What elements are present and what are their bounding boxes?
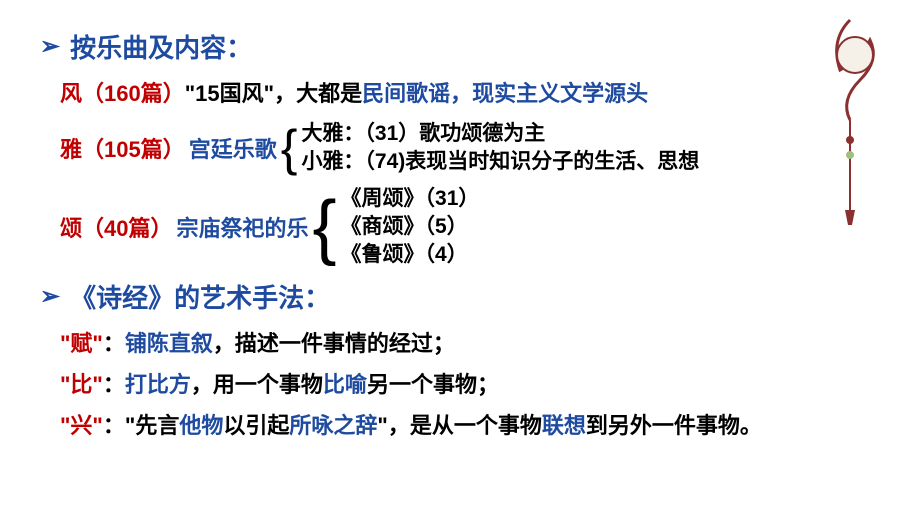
xing-mid1: 以引起	[223, 413, 289, 438]
feng-highlight: 民间歌谣，现实主义文学源头	[362, 77, 648, 110]
xing-mid3: 到另外一件事物。	[586, 413, 762, 438]
fu-colon: ：	[103, 331, 125, 356]
xing-mid2: ，是从一个事物	[388, 413, 542, 438]
song-label: 颂（40篇）	[60, 211, 172, 243]
xing-line: "兴"："先言他物以引起所咏之辞"，是从一个事物联想到另外一件事物。	[60, 409, 880, 442]
song-item-1: 《商颂》（5）	[341, 213, 480, 241]
bi-mid2: 另一个事物；	[367, 372, 499, 397]
feng-quote: "15国风"	[185, 77, 274, 110]
section2-title: 《诗经》的艺术手法：	[70, 278, 330, 315]
xing-name: "兴"	[60, 413, 103, 438]
song-desc: 宗庙祭祀的乐	[176, 211, 308, 243]
xing-q2: "	[377, 413, 387, 438]
ya-group: 雅（105篇） 宫廷乐歌 { 大雅：（31）歌功颂德为主 小雅：（74)表现当时…	[60, 120, 880, 177]
feng-line: 风（160篇） "15国风" ，大都是 民间歌谣，现实主义文学源头	[60, 77, 880, 110]
decorative-ornament	[800, 10, 900, 230]
xing-q1: "先言	[125, 413, 179, 438]
bi-colon: ：	[103, 372, 125, 397]
fu-name: "赋"	[60, 331, 103, 356]
ya-desc: 宫廷乐歌	[189, 132, 277, 164]
bi-line: "比"：打比方，用一个事物比喻另一个事物；	[60, 368, 880, 401]
xing-hl1: 他物	[179, 413, 223, 438]
bi-mid1: ，用一个事物	[191, 372, 323, 397]
bi-key: 打比方	[125, 372, 191, 397]
song-item-0: 《周颂》（31）	[341, 185, 480, 213]
ya-item-1: 小雅：（74)表现当时知识分子的生活、思想	[301, 148, 699, 176]
song-item-2: 《鲁颂》（4）	[341, 241, 480, 269]
song-group: 颂（40篇） 宗庙祭祀的乐 { 《周颂》（31） 《商颂》（5） 《鲁颂》（4）	[60, 185, 880, 270]
fu-line: "赋"：铺陈直叙，描述一件事情的经过；	[60, 327, 880, 360]
feng-mid: ，大都是	[274, 77, 362, 110]
arrow-icon: ➢	[40, 282, 60, 311]
section2-header: ➢ 《诗经》的艺术手法：	[40, 278, 880, 315]
fu-key: 铺陈直叙	[125, 331, 213, 356]
bi-hl: 比喻	[323, 372, 367, 397]
xing-hl2: 所咏之辞	[289, 413, 377, 438]
feng-label: 风（160篇）	[60, 77, 185, 110]
xing-colon: ：	[103, 413, 125, 438]
ya-label: 雅（105篇）	[60, 132, 185, 164]
arrow-icon: ➢	[40, 32, 60, 61]
brace-icon: {	[281, 128, 298, 168]
bi-name: "比"	[60, 372, 103, 397]
ya-item-0: 大雅：（31）歌功颂德为主	[301, 120, 699, 148]
brace-icon: {	[313, 200, 337, 254]
section1-header: ➢ 按乐曲及内容：	[40, 28, 880, 65]
fu-rest: ，描述一件事情的经过；	[213, 331, 455, 356]
xing-hl3: 联想	[542, 413, 586, 438]
section1-title: 按乐曲及内容：	[70, 28, 252, 65]
